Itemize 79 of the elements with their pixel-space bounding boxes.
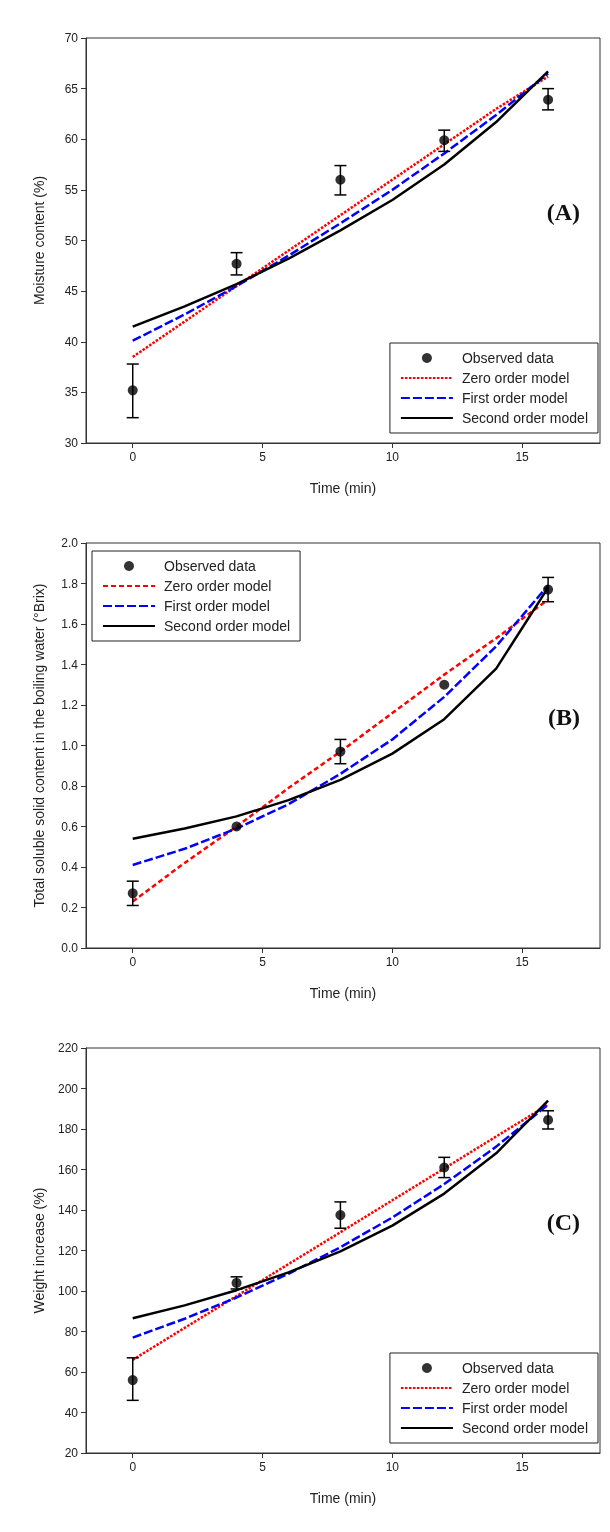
legend-label: Zero order model	[164, 578, 272, 594]
legend-label: Zero order model	[461, 1380, 570, 1396]
y-tick-label: 160	[57, 1162, 79, 1177]
point	[439, 1162, 450, 1173]
x-axis-title: Time (min)	[309, 985, 377, 1001]
y-tick-label: 50	[64, 233, 79, 248]
y-tick-label: 0.6	[61, 819, 79, 834]
point	[543, 1114, 554, 1125]
y-tick-label: 60	[64, 132, 79, 147]
point	[231, 258, 242, 269]
y-tick-label: 1.6	[61, 617, 79, 631]
y-tick-label: 0.2	[61, 900, 79, 915]
y-tick-label: 70	[64, 31, 79, 45]
y-tick-label: 0.8	[61, 779, 79, 793]
legend-label: First order model	[461, 390, 568, 406]
x-tick-label: 5	[259, 1460, 267, 1474]
annotation: (C)	[546, 1208, 581, 1235]
y-tick-label: 220	[57, 1041, 79, 1055]
x-tick-label: 0	[129, 450, 137, 464]
x-tick-label: 15	[515, 955, 530, 969]
point	[439, 679, 450, 690]
y-tick-label: 140	[57, 1203, 79, 1217]
x-tick-label: 10	[385, 1460, 400, 1474]
legend-label: Observed data	[461, 350, 554, 366]
y-tick-label: 40	[64, 334, 79, 349]
y-tick-label: 1.2	[61, 698, 79, 712]
y-tick-label: 1.0	[61, 738, 79, 753]
x-axis-title: Time (min)	[309, 480, 377, 496]
y-tick-label: 35	[64, 385, 79, 400]
y-tick-label: 60	[64, 1365, 79, 1379]
x-tick-label: 10	[385, 450, 400, 464]
x-tick-label: 0	[129, 1460, 137, 1474]
annotation: (A)	[546, 198, 581, 225]
legend-label: First order model	[461, 1400, 568, 1416]
point	[543, 94, 554, 105]
y-tick-label: 20	[64, 1446, 79, 1460]
annotation: (B)	[548, 703, 581, 730]
y-tick-label: 65	[64, 81, 79, 96]
y-tick-label: 45	[64, 284, 79, 299]
x-axis-title: Time (min)	[309, 1490, 377, 1506]
x-tick-label: 15	[515, 1460, 530, 1474]
x-tick-label: 0	[129, 955, 137, 969]
legend-label: Second order model	[461, 1420, 588, 1436]
point	[335, 174, 346, 185]
y-axis-title: Total soluble solid content in the boiling water (°Brix)	[31, 583, 47, 908]
y-axis-title: Weight increase (%)	[31, 1187, 47, 1314]
y-tick-label: 55	[64, 182, 79, 197]
legend-label: Second order model	[461, 410, 588, 426]
point	[231, 821, 242, 832]
y-axis-title: Moisture content (%)	[31, 175, 47, 306]
point	[127, 1375, 138, 1386]
line-series	[131, 598, 550, 903]
y-tick-label: 80	[64, 1324, 79, 1339]
point	[543, 584, 554, 595]
point	[335, 746, 346, 757]
legend-label: Observed data	[461, 1360, 554, 1376]
point	[127, 385, 138, 396]
legend-label: First order model	[164, 598, 270, 614]
y-tick-label: 120	[57, 1243, 79, 1258]
x-tick-label: 5	[259, 955, 267, 969]
y-tick-label: 100	[57, 1284, 79, 1298]
y-tick-label: 200	[57, 1081, 79, 1096]
legend-label: Observed data	[164, 558, 257, 574]
y-tick-label: 1.8	[61, 576, 79, 591]
y-tick-label: 40	[64, 1405, 79, 1420]
y-tick-label: 2.0	[61, 536, 79, 550]
legend-label: Zero order model	[461, 370, 570, 386]
y-tick-label: 0.0	[61, 941, 79, 955]
legend-label: Second order model	[164, 618, 291, 634]
point	[439, 135, 450, 146]
x-tick-label: 5	[259, 450, 267, 464]
y-tick-label: 30	[64, 436, 79, 450]
y-tick-label: 0.4	[61, 860, 79, 874]
y-tick-label: 1.4	[61, 657, 79, 672]
point	[127, 888, 138, 899]
x-tick-label: 10	[385, 955, 400, 969]
point	[335, 1210, 346, 1221]
x-tick-label: 15	[515, 450, 530, 464]
y-tick-label: 180	[57, 1122, 79, 1136]
